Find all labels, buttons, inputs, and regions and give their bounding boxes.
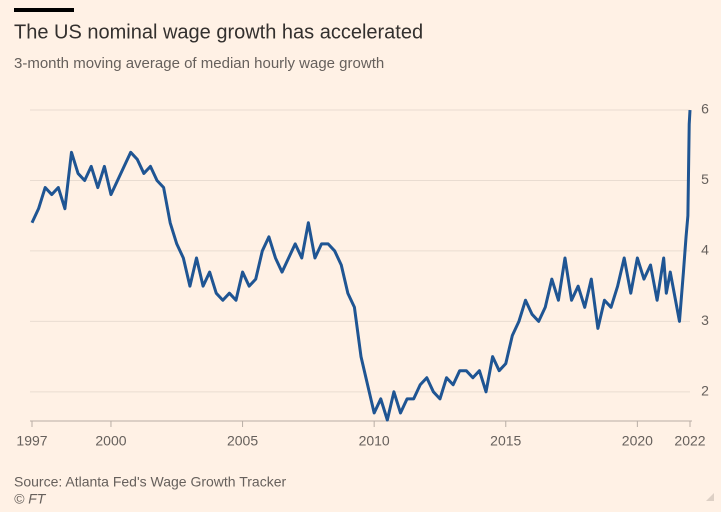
y-tick-label: 2 bbox=[701, 383, 709, 399]
y-tick-label: 6 bbox=[701, 101, 709, 117]
x-tick-label: 2020 bbox=[622, 433, 653, 449]
source: Source: Atlanta Fed's Wage Growth Tracke… bbox=[14, 474, 286, 490]
x-tick-label: 2000 bbox=[95, 433, 126, 449]
credit: © FT bbox=[14, 491, 47, 507]
corner-icon bbox=[706, 493, 714, 501]
x-tick-label: 1997 bbox=[16, 433, 47, 449]
brand-bar bbox=[14, 8, 74, 12]
x-tick-label: 2015 bbox=[490, 433, 521, 449]
line bbox=[30, 109, 692, 422]
y-tick-label: 5 bbox=[701, 171, 709, 187]
chart-title: The US nominal wage growth has accelerat… bbox=[14, 21, 423, 43]
x-tick-label: 2010 bbox=[359, 433, 390, 449]
y-tick-label: 3 bbox=[701, 312, 709, 328]
x-tick-label: 2005 bbox=[227, 433, 258, 449]
chart-subtitle: 3-month moving average of median hourly … bbox=[14, 55, 384, 72]
x-tick-label: 2022 bbox=[674, 433, 705, 449]
y-tick-label: 4 bbox=[701, 242, 709, 258]
